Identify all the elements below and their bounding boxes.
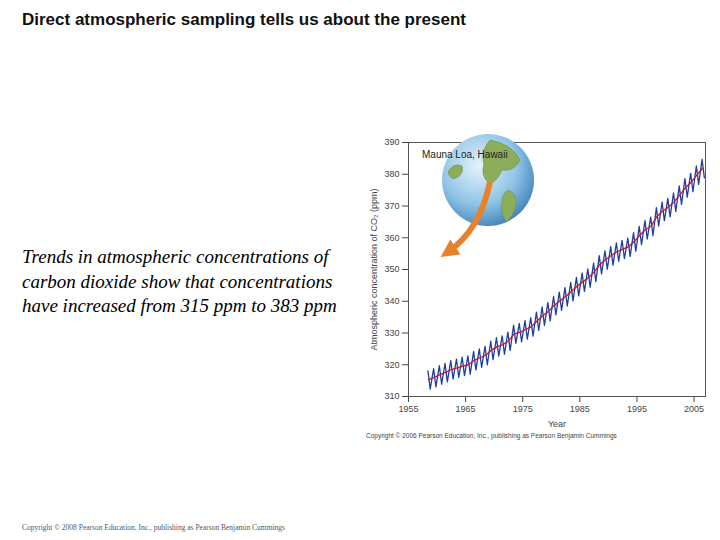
svg-text:1955: 1955 xyxy=(398,404,418,414)
svg-text:1995: 1995 xyxy=(627,404,647,414)
svg-text:1975: 1975 xyxy=(513,404,533,414)
svg-text:Atmospheric concentration of C: Atmospheric concentration of CO₂ (ppm) xyxy=(369,188,379,350)
svg-text:Mauna Loa, Hawaii: Mauna Loa, Hawaii xyxy=(422,149,508,160)
svg-text:2005: 2005 xyxy=(684,404,704,414)
svg-text:Year: Year xyxy=(548,419,566,429)
svg-text:1985: 1985 xyxy=(570,404,590,414)
svg-text:340: 340 xyxy=(384,296,399,306)
svg-text:350: 350 xyxy=(384,264,399,274)
html-text:Trends in atmospheric concentr: Trends in atmospheric concentrations of … xyxy=(22,246,337,317)
svg-text:380: 380 xyxy=(384,169,399,179)
svg-text:1965: 1965 xyxy=(456,404,476,414)
svg-text:360: 360 xyxy=(384,233,399,243)
html-text:Copyright © 2006 Pearson Educa: Copyright © 2006 Pearson Education, Inc.… xyxy=(366,432,617,439)
svg-text:320: 320 xyxy=(384,360,399,370)
svg-text:370: 370 xyxy=(384,201,399,211)
html-text:Copyright © 2008 Pearson Educa: Copyright © 2008 Pearson Education, Inc.… xyxy=(22,523,285,532)
html-text:Direct atmospheric sampling te: Direct atmospheric sampling tells us abo… xyxy=(22,10,466,29)
svg-text:390: 390 xyxy=(384,137,399,147)
svg-text:310: 310 xyxy=(384,391,399,401)
svg-text:330: 330 xyxy=(384,328,399,338)
